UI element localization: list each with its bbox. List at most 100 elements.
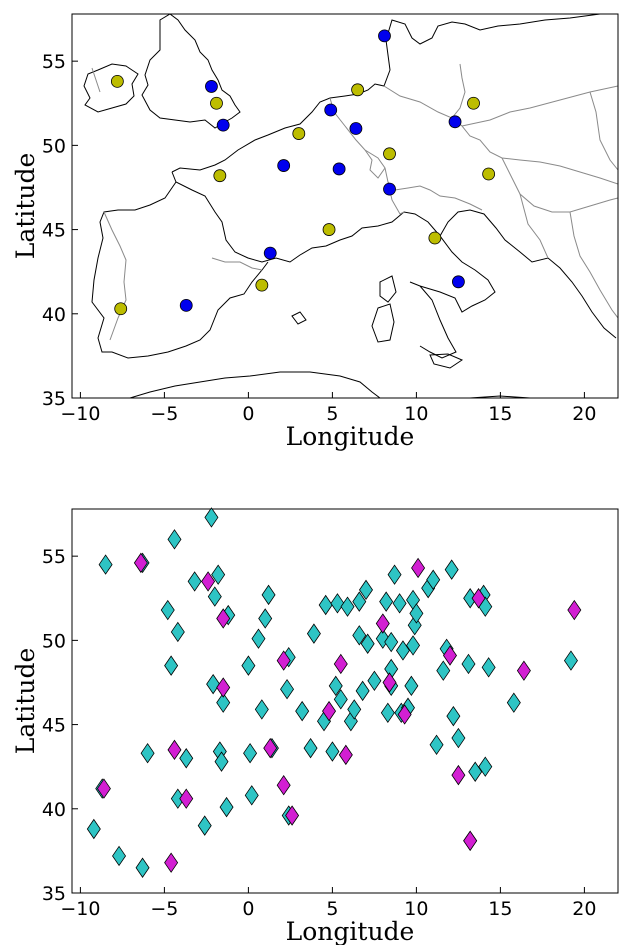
- top-x-axis-label: Longitude: [286, 422, 415, 451]
- series-0-point-10: [261, 584, 276, 606]
- series-0-point-39: [360, 633, 375, 654]
- series-0-point-8: [170, 621, 185, 643]
- series-0-point-54: [468, 761, 483, 782]
- series-0-point-53: [451, 727, 466, 749]
- x-tick-label: 20: [572, 403, 596, 425]
- series-1-point-7: [411, 557, 426, 579]
- series-0-point-76: [86, 818, 101, 840]
- series-0-point-27: [359, 579, 373, 601]
- y-tick-label: 35: [42, 883, 66, 905]
- bottom-map-axis-ticks: −10 −5 0 5 10 15 20 35 40 45 50 55: [42, 546, 597, 920]
- series-0-point-26: [352, 591, 367, 612]
- series-0-point-16: [241, 655, 256, 676]
- series-0-point-82: [244, 785, 259, 806]
- series-0-point-4: [187, 571, 202, 592]
- series-0-point-43: [406, 635, 421, 656]
- y-tick-label: 45: [42, 715, 66, 737]
- series-0-point-20: [243, 743, 258, 764]
- top-y-axis-label: Latitude: [11, 153, 40, 260]
- series-1-point-22: [263, 737, 278, 759]
- series-0-point-64: [333, 689, 348, 710]
- series-1-point-4: [276, 650, 291, 671]
- series-0-point-74: [140, 743, 155, 764]
- series-1-point-21: [164, 852, 179, 873]
- series-1-point-8: [443, 645, 457, 666]
- series-0-point-42: [395, 640, 410, 661]
- series-0-point-9: [263, 246, 277, 260]
- x-tick-label: −10: [60, 403, 100, 425]
- series-0-point-50: [506, 692, 521, 713]
- series-0-point-8: [383, 182, 396, 196]
- series-1-point-6: [213, 169, 227, 183]
- series-0-point-65: [347, 699, 362, 720]
- series-1-point-1: [210, 96, 223, 110]
- series-0-point-7: [332, 162, 346, 176]
- bottom-map-markers: [86, 507, 582, 878]
- series-0-point-49: [481, 657, 496, 678]
- series-1-point-13: [516, 660, 531, 681]
- bottom-x-axis-label: Longitude: [286, 917, 415, 945]
- series-0-point-24: [330, 593, 345, 614]
- series-1-point-1: [201, 571, 216, 592]
- series-1-point-5: [383, 147, 396, 161]
- series-0-point-41: [384, 631, 399, 653]
- series-1-point-19: [179, 788, 194, 809]
- series-0-point-5: [211, 564, 226, 585]
- series-1-point-8: [322, 223, 336, 236]
- series-1-point-9: [428, 231, 442, 245]
- top-map-axis-ticks: −10 −5 0 5 10 15 20 35 40 45 50 55: [42, 51, 597, 425]
- x-tick-label: 0: [242, 898, 254, 920]
- series-1-point-16: [451, 764, 466, 786]
- series-1-point-3: [216, 677, 231, 698]
- x-tick-label: 5: [326, 403, 338, 425]
- series-0-point-15: [216, 692, 231, 713]
- top-map-markers: [110, 29, 496, 316]
- y-tick-label: 55: [42, 546, 66, 568]
- y-tick-label: 35: [42, 388, 66, 410]
- series-0-point-14: [206, 673, 221, 695]
- series-0-point-55: [478, 756, 493, 777]
- plot-frame: [71, 508, 619, 894]
- series-0-point-25: [340, 596, 355, 617]
- series-0-point-31: [387, 564, 402, 585]
- series-0-point-6: [448, 115, 462, 129]
- series-0-point-52: [429, 734, 444, 755]
- series-0-point-66: [355, 680, 370, 702]
- series-0-point-12: [251, 628, 266, 649]
- series-0-point-11: [258, 608, 273, 629]
- series-0-point-83: [214, 751, 229, 772]
- series-0-point-2: [277, 159, 291, 172]
- series-0-point-18: [280, 679, 295, 700]
- series-1-point-15: [471, 588, 486, 609]
- series-1-point-14: [567, 599, 582, 621]
- series-0-point-33: [426, 569, 441, 590]
- x-tick-label: −5: [150, 898, 178, 920]
- series-0-point-3: [324, 103, 338, 117]
- series-0-point-23: [318, 594, 333, 616]
- series-0-point-7: [160, 599, 175, 621]
- y-tick-label: 40: [42, 799, 66, 821]
- series-0-point-70: [303, 737, 318, 759]
- x-tick-label: −10: [60, 898, 100, 920]
- series-0-point-73: [179, 748, 194, 769]
- series-0-point-81: [219, 796, 234, 818]
- series-1-point-12: [338, 744, 353, 766]
- plot-area: [72, 14, 618, 398]
- series-1-point-17: [463, 830, 478, 851]
- series-1-point-10: [397, 704, 412, 725]
- series-0-point-38: [352, 625, 367, 646]
- x-tick-label: 15: [488, 403, 512, 425]
- series-0-point-11: [451, 275, 465, 289]
- series-0-point-29: [392, 593, 407, 614]
- series-0-point-80: [197, 815, 212, 836]
- x-tick-label: 15: [488, 898, 512, 920]
- series-1-point-20: [96, 778, 111, 799]
- series-0-point-2: [167, 529, 182, 550]
- series-1-point-2: [351, 83, 365, 97]
- series-0-point-45: [409, 603, 424, 624]
- series-0-point-51: [446, 705, 461, 727]
- series-0-point-3: [204, 507, 219, 528]
- y-tick-label: 55: [42, 51, 66, 73]
- series-1-point-0: [133, 552, 148, 574]
- series-0-point-78: [135, 857, 150, 878]
